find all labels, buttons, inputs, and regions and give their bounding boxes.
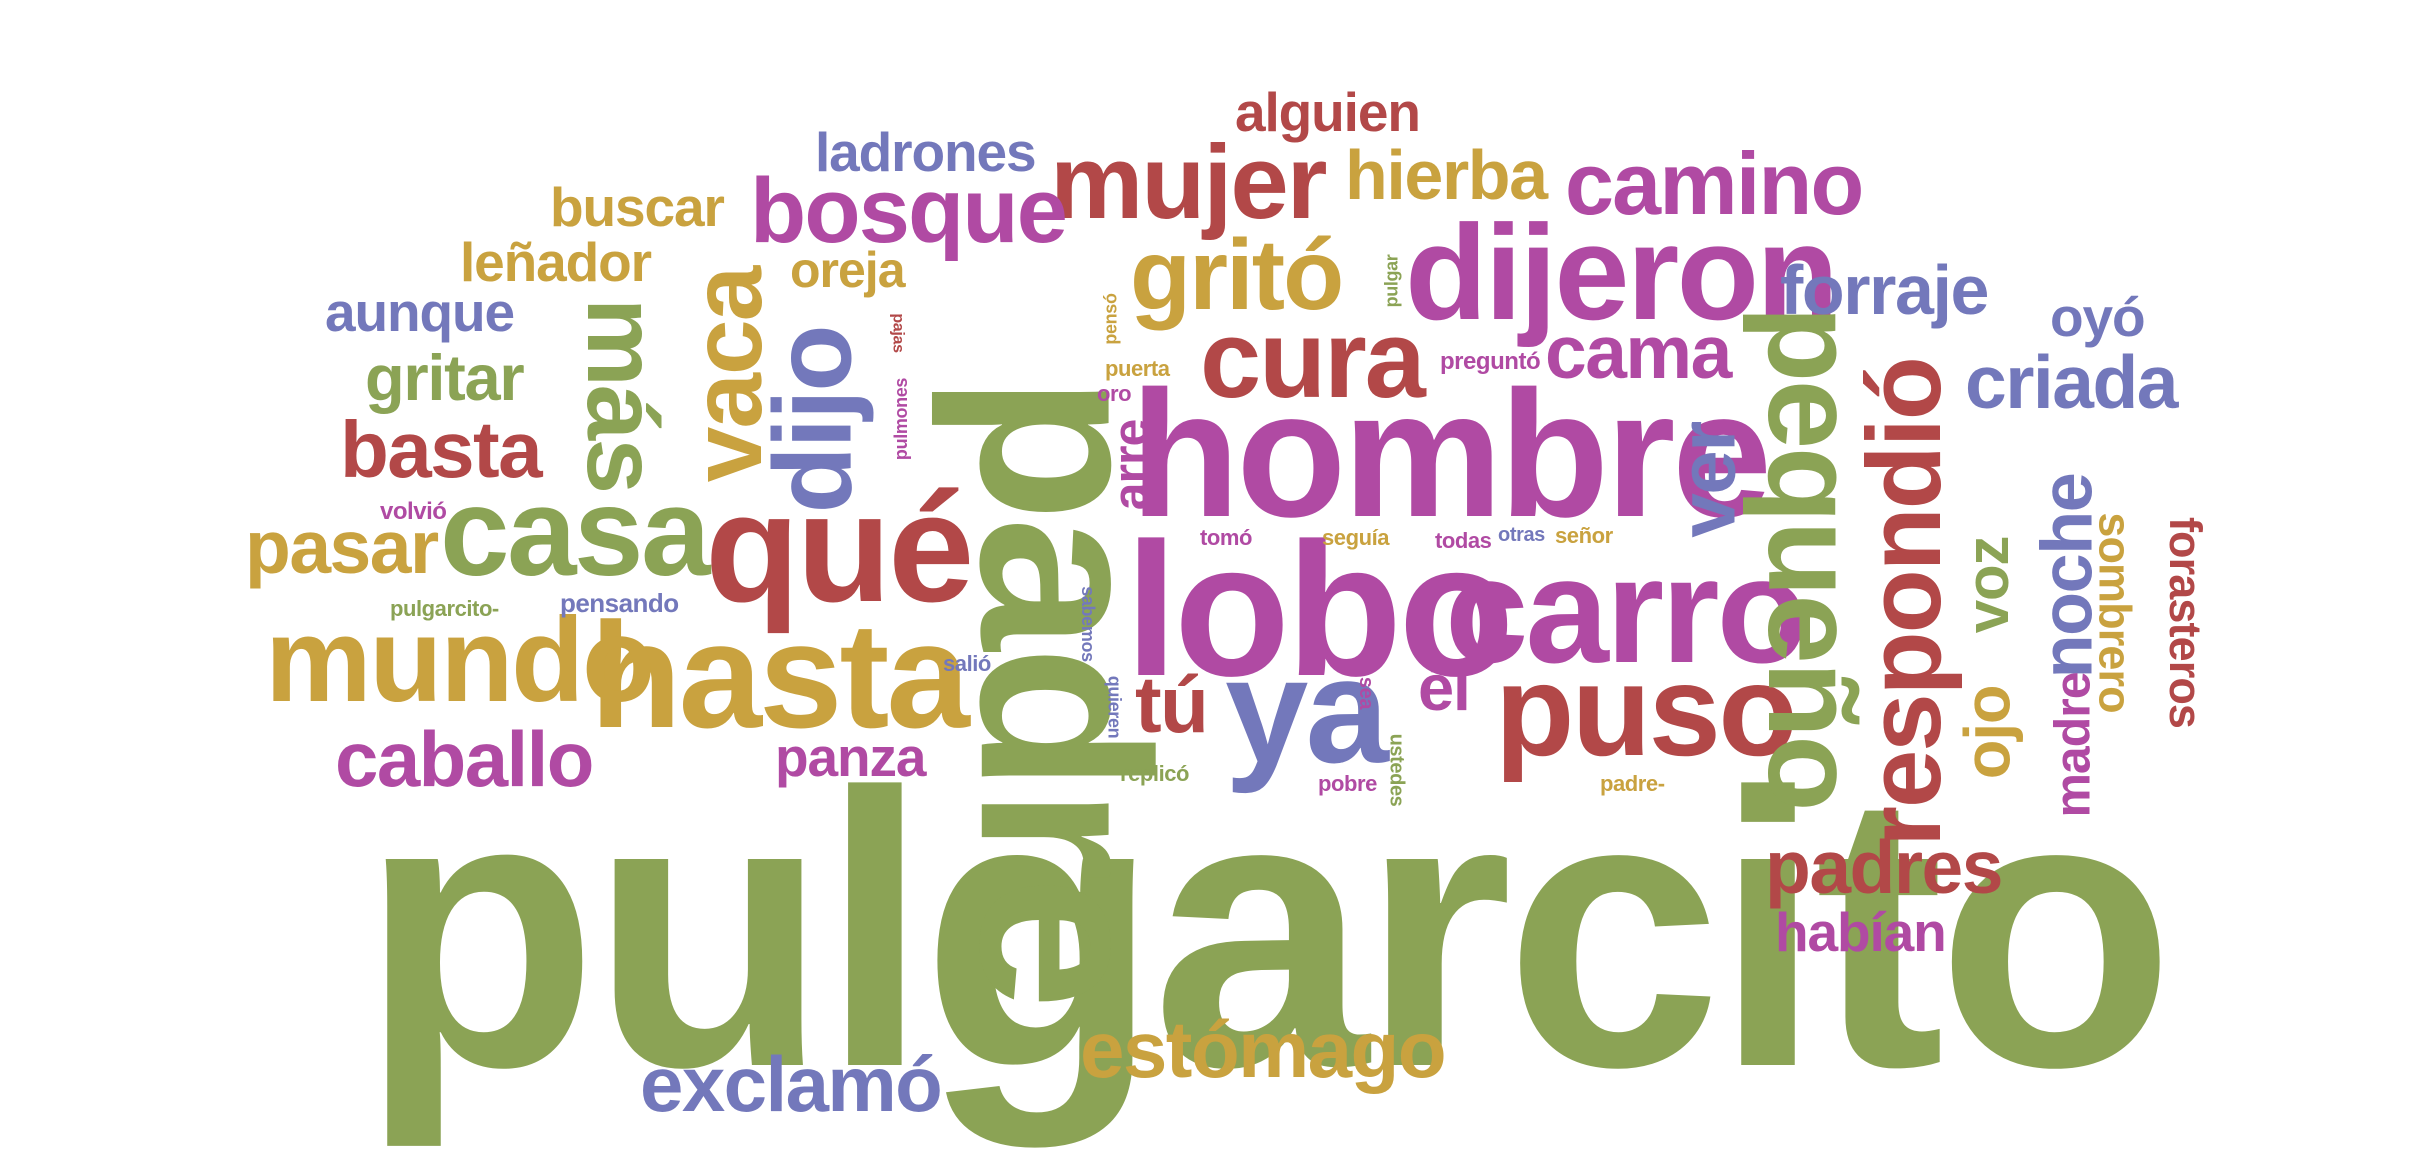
word-lenador: leñador	[460, 231, 652, 293]
word-ladrones: ladrones	[815, 121, 1037, 183]
word-senor: señor	[1555, 523, 1613, 548]
word-puerta: puerta	[1105, 356, 1170, 381]
word-oro: oro	[1097, 381, 1132, 406]
word-habian: habían	[1775, 901, 1947, 963]
word-arre: arre	[1102, 419, 1159, 511]
word-grito: gritó	[1130, 219, 1344, 331]
word-bosque: bosque	[750, 160, 1068, 262]
word-puso: puso	[1495, 637, 1798, 783]
word-alguien: alguien	[1235, 81, 1421, 143]
word-pobre: pobre	[1318, 771, 1377, 796]
word-pregunto: preguntó	[1440, 348, 1541, 375]
word-lobo: lobo	[1125, 504, 1515, 716]
word-ya: ya	[1225, 626, 1389, 794]
word-respondio: respondió	[1845, 358, 1963, 847]
word-casa: casa	[440, 463, 711, 602]
word-mas: más	[566, 297, 679, 493]
word-hombre: hombre	[1130, 354, 1772, 555]
word-penso: pensó	[1100, 293, 1121, 345]
word-forasteros: forasteros	[2160, 516, 2212, 729]
word-forraje: forraje	[1780, 251, 1989, 329]
word-pulgarcito-small: pulgarcito-	[390, 596, 499, 621]
word-criada: criada	[1965, 340, 2178, 424]
word-tomo: tomó	[1200, 525, 1253, 550]
word-pajas: pajas	[889, 313, 907, 353]
word-ustedes: ustedes	[1385, 733, 1408, 807]
word-estomago: estómago	[1080, 1005, 1447, 1094]
word-caballo: caballo	[335, 715, 594, 803]
word-sabemos: sabemos	[1077, 586, 1098, 662]
word-exclamo: exclamó	[640, 1040, 943, 1128]
word-pensando: pensando	[560, 588, 679, 618]
word-pasar: pasar	[245, 505, 439, 589]
word-oyo: oyó	[2050, 286, 2146, 348]
word-mundo: mundo	[265, 593, 655, 727]
word-mujer: mujer	[1050, 124, 1328, 241]
word-pulgar: pulgar	[1381, 254, 1402, 308]
word-buscar: buscar	[550, 176, 725, 238]
word-todas: todas	[1435, 528, 1492, 553]
word-ver: ver	[1662, 422, 1752, 538]
word-ojo: ojo	[1950, 685, 2024, 780]
word-basta: basta	[340, 405, 543, 494]
word-el: él	[1418, 651, 1471, 724]
word-salio: salió	[943, 651, 991, 676]
word-sea: sea	[1355, 676, 1378, 710]
word-seguia: seguía	[1322, 525, 1390, 550]
word-oreja: oreja	[790, 242, 906, 298]
word-quieren: quieren	[1104, 675, 1125, 739]
word-volvio: volvió	[380, 498, 447, 525]
word-vaca: vaca	[671, 267, 784, 483]
word-tu: tú	[1135, 660, 1209, 749]
word-hasta: hasta	[590, 591, 970, 759]
word-otras: otras	[1498, 524, 1545, 546]
word-panza: panza	[775, 726, 926, 788]
word-aunque: aunque	[325, 281, 515, 343]
word-camino: camino	[1565, 134, 1864, 233]
word-hierba: hierba	[1345, 136, 1548, 214]
word-padres: padres	[1765, 825, 2003, 909]
word-carro: carro	[1445, 526, 1808, 694]
word-replico: replicó	[1120, 761, 1190, 786]
word-que: qué	[705, 461, 974, 634]
word-dijeron: dijeron	[1405, 197, 1839, 348]
word-gritar: gritar	[365, 341, 525, 414]
word-padre-small: padre-	[1600, 771, 1665, 796]
word-cura: cura	[1200, 298, 1426, 421]
word-cama: cama	[1545, 310, 1732, 394]
word-pulgarcito: pulgarcito	[360, 712, 2175, 1148]
word-pulmones: pulmones	[891, 377, 912, 461]
word-sombrero: sombrero	[2089, 512, 2141, 713]
word-voz: voz	[1954, 536, 2022, 634]
